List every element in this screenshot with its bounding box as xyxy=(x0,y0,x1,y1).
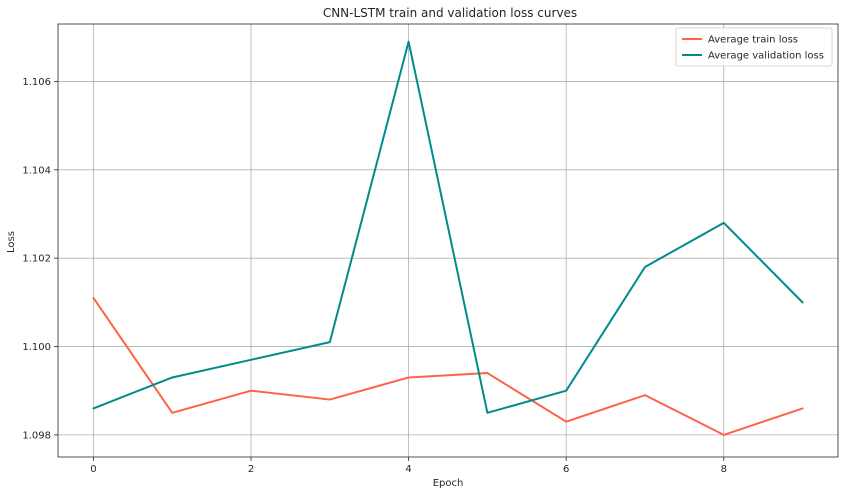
y-tick-label: 1.098 xyxy=(22,430,51,441)
grid xyxy=(58,24,838,457)
legend: Average train loss Average validation los… xyxy=(675,27,833,67)
validation-loss-line xyxy=(92,40,804,414)
plot-frame xyxy=(57,23,839,458)
legend-label: Average train loss xyxy=(708,35,798,46)
x-tick-label: 6 xyxy=(563,464,569,475)
x-axis-ticks: 0 2 4 6 8 xyxy=(90,457,727,475)
y-tick-label: 1.104 xyxy=(22,165,51,176)
x-tick-label: 2 xyxy=(248,464,254,475)
y-tick-label: 1.106 xyxy=(22,77,51,88)
series-lines xyxy=(92,40,804,436)
y-tick-label: 1.102 xyxy=(22,254,51,265)
chart-title: CNN-LSTM train and validation loss curve… xyxy=(323,6,577,20)
x-axis-label: Epoch xyxy=(433,478,464,489)
legend-label: Average validation loss xyxy=(708,51,824,62)
y-axis-label: Loss xyxy=(6,231,17,253)
x-tick-label: 4 xyxy=(405,464,411,475)
legend-box xyxy=(675,27,833,67)
x-tick-label: 0 xyxy=(90,464,96,475)
train-loss-line xyxy=(92,296,804,436)
y-tick-label: 1.100 xyxy=(22,342,51,353)
x-tick-label: 8 xyxy=(721,464,727,475)
y-axis-ticks: 1.098 1.100 1.102 1.104 1.106 xyxy=(22,77,58,441)
